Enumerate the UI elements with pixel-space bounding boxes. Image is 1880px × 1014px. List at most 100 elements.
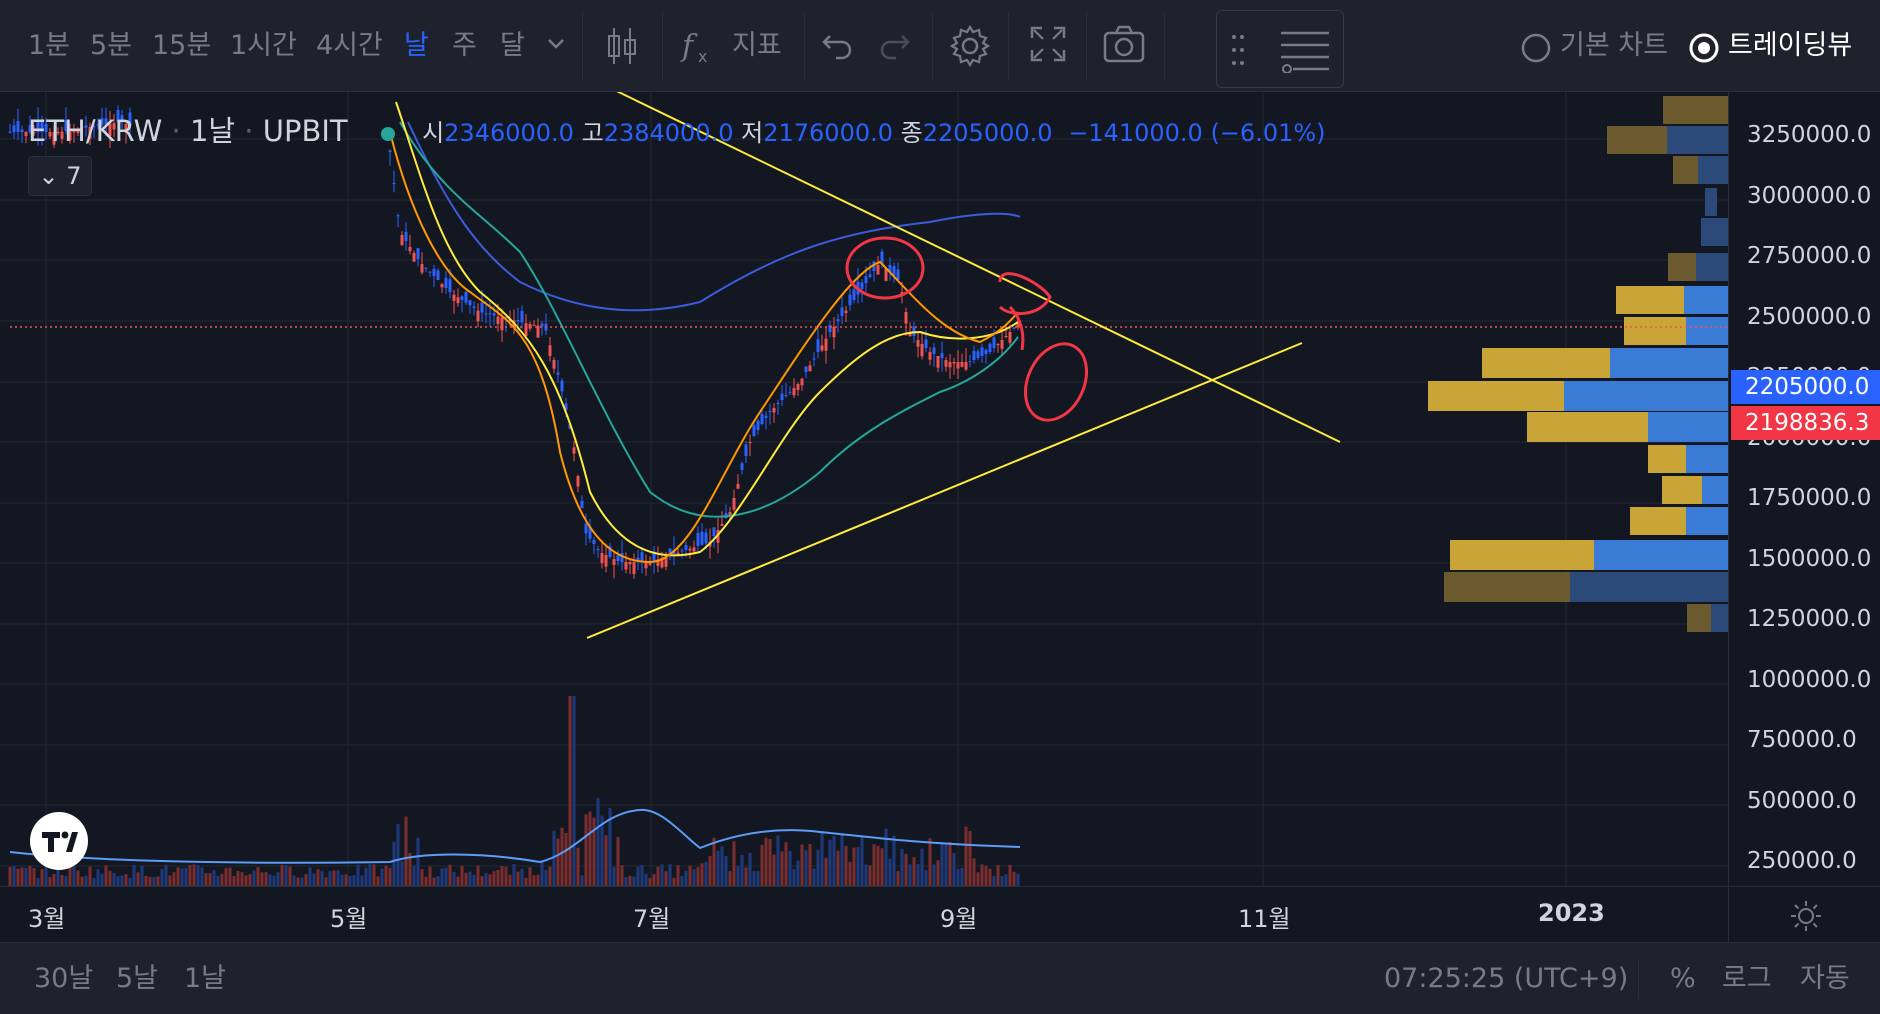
volume-bar (244, 875, 248, 886)
volume-bar (372, 864, 376, 886)
close-value: 2205000.0 (922, 119, 1053, 147)
volume-bar (600, 815, 604, 886)
indicators-label[interactable]: 지표 (732, 30, 782, 61)
tradingview-logo[interactable] (30, 812, 88, 870)
volume-bar (592, 817, 596, 886)
candle-body (72, 129, 76, 133)
volume-bar (304, 873, 308, 886)
candle-body (712, 527, 716, 536)
volume-bar (956, 869, 960, 886)
volume-bar (88, 866, 92, 886)
volume-bar (280, 864, 284, 886)
interval-5min[interactable]: 5분 (90, 30, 133, 61)
settings-gear-icon[interactable] (948, 24, 992, 72)
volume-bar (820, 831, 824, 886)
candle-body (1016, 324, 1020, 328)
price-scale[interactable]: 3250000.0 3000000.0 2750000.0 2500000.0 … (1728, 92, 1880, 886)
indicators-icon[interactable]: f x (680, 24, 720, 72)
candle-body (48, 132, 52, 137)
volume-bar (804, 850, 808, 886)
interval-1min[interactable]: 1분 (28, 30, 71, 61)
indicators-collapse-button[interactable]: ⌄ 7 (28, 156, 92, 196)
volume-bar (1016, 873, 1020, 886)
candle-body (884, 268, 888, 281)
tradingview-label[interactable]: 트레이딩뷰 (1728, 30, 1853, 61)
price-chart[interactable] (0, 92, 1728, 886)
camera-icon[interactable] (1102, 24, 1146, 68)
candle-body (852, 289, 856, 300)
fullscreen-icon[interactable] (1028, 24, 1068, 68)
log-scale-button[interactable]: 로그 (1722, 963, 1772, 994)
volume-bar (308, 867, 312, 886)
drawing-tools-menu-icon[interactable] (1279, 27, 1331, 77)
chart-pane[interactable] (0, 92, 1880, 886)
volume-bar (744, 867, 748, 886)
volume-bar (940, 843, 944, 886)
interval-day[interactable]: 날 (404, 30, 429, 61)
volume-bar (524, 877, 528, 886)
volume-bar (712, 837, 716, 886)
candle-body (656, 559, 660, 566)
price-tick: 250000.0 (1747, 848, 1857, 874)
volume-bar (924, 870, 928, 886)
range-5d[interactable]: 5날 (116, 963, 159, 994)
candle-body (432, 268, 436, 276)
volume-bar (892, 835, 896, 886)
top-toolbar: 1분 5분 15분 1시간 4시간 날 주 달 f x 지표 (0, 0, 1880, 92)
volume-bar (596, 798, 600, 886)
volume-bar (368, 864, 372, 886)
candle-body (896, 269, 900, 280)
candle-body (580, 500, 584, 508)
basic-chart-label[interactable]: 기본 차트 (1560, 30, 1668, 61)
auto-scale-button[interactable]: 자동 (1800, 963, 1850, 994)
interval-1hour[interactable]: 1시간 (230, 30, 297, 61)
interval-4hour[interactable]: 4시간 (316, 30, 383, 61)
volume-bar (928, 838, 932, 886)
volume-bar (276, 872, 280, 886)
candle-body (992, 337, 996, 348)
volume-bar (780, 851, 784, 886)
range-30d[interactable]: 30날 (34, 963, 94, 994)
candle-body (624, 562, 628, 570)
volume-bar (700, 863, 704, 886)
chevron-down-icon[interactable] (546, 36, 566, 55)
volume-bar (352, 875, 356, 886)
volume-ma-line (9, 808, 1021, 864)
drag-handle-icon[interactable] (1231, 33, 1245, 71)
undo-icon[interactable] (820, 30, 856, 66)
candle-body (388, 150, 392, 152)
tradingview-radio[interactable] (1688, 32, 1720, 74)
candle-body (768, 410, 772, 412)
volume-bar (948, 841, 952, 886)
volume-bar (996, 865, 1000, 886)
volume-bar (832, 836, 836, 886)
symbol-name[interactable]: ETH/KRW (28, 114, 163, 148)
drawing-toolbar-toggle[interactable] (1216, 10, 1344, 88)
interval-week[interactable]: 주 (452, 30, 477, 61)
sun-settings-icon[interactable] (1789, 899, 1823, 937)
redo-icon[interactable] (876, 30, 912, 66)
interval-15min[interactable]: 15분 (152, 30, 212, 61)
candle-body (752, 425, 756, 436)
candle-body (600, 553, 604, 564)
clock[interactable]: 07:25:25 (UTC+9) (1384, 963, 1629, 994)
candle-body (904, 312, 908, 324)
candle-body (420, 264, 424, 273)
ma-short-line (395, 101, 1019, 557)
percent-scale-button[interactable]: % (1670, 963, 1696, 994)
candle-body (740, 463, 744, 470)
candle-body (704, 532, 708, 544)
volume-bar (828, 839, 832, 886)
volume-bar (268, 874, 272, 886)
interval-month[interactable]: 달 (500, 30, 525, 61)
candle-body (500, 317, 504, 331)
basic-chart-radio[interactable] (1520, 32, 1552, 74)
time-axis[interactable]: 3월 5월 7월 9월 11월 2023 (0, 886, 1728, 942)
volume-bar (564, 832, 568, 886)
candle-body (960, 362, 964, 367)
candle-body (956, 362, 960, 369)
candles-icon[interactable] (604, 24, 640, 72)
candle-body (964, 362, 968, 370)
candle-body (828, 324, 832, 332)
range-1d[interactable]: 1날 (184, 963, 227, 994)
